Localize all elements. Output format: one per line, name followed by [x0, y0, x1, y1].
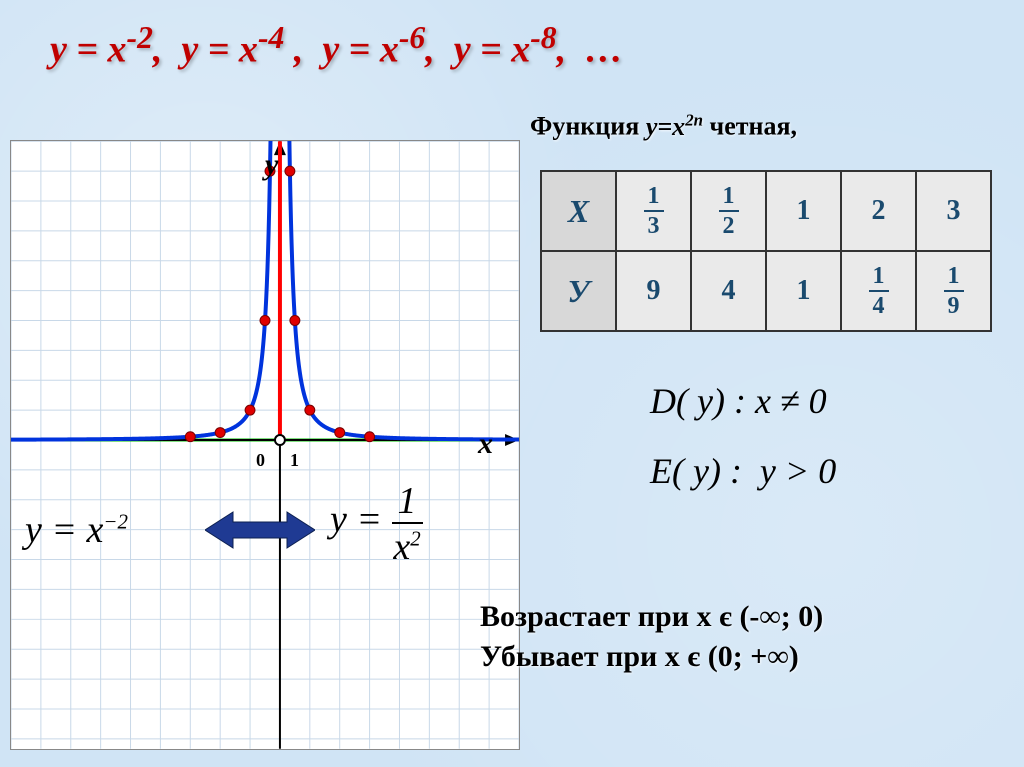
tick-0: 0 — [256, 450, 265, 471]
chart-svg — [11, 141, 519, 749]
y-axis-label: у — [265, 148, 278, 182]
table-head-y: У — [541, 251, 616, 331]
subtitle-prefix: Функция — [530, 112, 646, 141]
title: y = x-2, y = x-4 , y = x-6, y = x-8, … — [50, 20, 623, 72]
chart-area — [10, 140, 520, 750]
double-arrow-icon — [205, 510, 315, 550]
table-cell: 14 — [841, 251, 916, 331]
table-cell: 4 — [691, 251, 766, 331]
table-row-y: У 9 4 1 14 19 — [541, 251, 991, 331]
monotone-decreasing: Убывает при х є (0; +∞) — [480, 640, 799, 674]
table-cell: 1 — [766, 171, 841, 251]
table-head-x: X — [541, 171, 616, 251]
value-table: X 13 12 1 2 3 У 9 4 1 14 19 — [540, 170, 992, 332]
tick-1: 1 — [290, 450, 299, 471]
subtitle-func: y=x2n — [646, 112, 703, 141]
table-cell: 2 — [841, 171, 916, 251]
eq-right-fraction: 1x2 — [392, 480, 423, 566]
range-expression: E( y) : y > 0 — [650, 450, 836, 492]
domain-expression: D( y) : x ≠ 0 — [650, 380, 827, 422]
monotone-increasing: Возрастает при х є (-∞; 0) — [480, 600, 823, 634]
subtitle-suffix: четная, — [703, 112, 797, 141]
x-axis-label: х — [478, 427, 493, 461]
equation-left: y = x−2 — [25, 508, 128, 552]
subtitle: Функция y=x2n четная, — [530, 110, 797, 142]
eq-right-prefix: y = — [330, 499, 392, 541]
table-cell: 1 — [766, 251, 841, 331]
table-cell: 13 — [616, 171, 691, 251]
table-cell: 12 — [691, 171, 766, 251]
table-cell: 19 — [916, 251, 991, 331]
table-cell: 3 — [916, 171, 991, 251]
table-row-x: X 13 12 1 2 3 — [541, 171, 991, 251]
table-cell: 9 — [616, 251, 691, 331]
equation-right: y = 1x2 — [330, 480, 423, 566]
